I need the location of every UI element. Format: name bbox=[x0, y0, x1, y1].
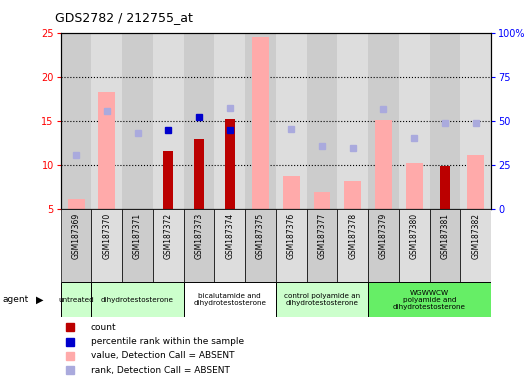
Bar bbox=[184, 33, 214, 209]
Bar bbox=[91, 209, 122, 282]
Bar bbox=[61, 282, 91, 317]
Bar bbox=[337, 209, 368, 282]
Text: control polyamide an
dihydrotestosterone: control polyamide an dihydrotestosterone bbox=[284, 293, 360, 306]
Text: GSM187370: GSM187370 bbox=[102, 213, 111, 259]
Bar bbox=[68, 199, 84, 209]
Bar bbox=[153, 33, 184, 209]
Text: GSM187381: GSM187381 bbox=[440, 213, 449, 259]
Bar bbox=[307, 33, 337, 209]
Bar bbox=[467, 156, 484, 209]
Bar bbox=[245, 33, 276, 209]
Text: dihydrotestosterone: dihydrotestosterone bbox=[101, 296, 174, 303]
Text: GSM187375: GSM187375 bbox=[256, 213, 265, 259]
Bar bbox=[368, 33, 399, 209]
Bar bbox=[98, 92, 115, 209]
Bar bbox=[276, 209, 307, 282]
Text: GSM187372: GSM187372 bbox=[164, 213, 173, 259]
Bar bbox=[276, 33, 307, 209]
Text: GSM187378: GSM187378 bbox=[348, 213, 357, 259]
Bar bbox=[214, 209, 245, 282]
Bar bbox=[399, 33, 430, 209]
Bar bbox=[91, 282, 184, 317]
Bar bbox=[344, 181, 361, 209]
Text: bicalutamide and
dihydrotestosterone: bicalutamide and dihydrotestosterone bbox=[193, 293, 266, 306]
Bar bbox=[314, 192, 331, 209]
Bar bbox=[163, 151, 173, 209]
Text: GSM187380: GSM187380 bbox=[410, 213, 419, 259]
Text: GSM187373: GSM187373 bbox=[194, 213, 203, 259]
Text: GSM187369: GSM187369 bbox=[72, 213, 81, 259]
Bar bbox=[252, 37, 269, 209]
Text: GSM187377: GSM187377 bbox=[317, 213, 326, 259]
Bar bbox=[122, 209, 153, 282]
Text: untreated: untreated bbox=[58, 296, 94, 303]
Text: percentile rank within the sample: percentile rank within the sample bbox=[91, 337, 244, 346]
Text: agent: agent bbox=[3, 295, 29, 304]
Text: GSM187376: GSM187376 bbox=[287, 213, 296, 259]
Text: GSM187374: GSM187374 bbox=[225, 213, 234, 259]
Bar bbox=[194, 139, 204, 209]
Text: value, Detection Call = ABSENT: value, Detection Call = ABSENT bbox=[91, 351, 234, 361]
Bar bbox=[122, 33, 153, 209]
Bar bbox=[460, 209, 491, 282]
Text: GSM187379: GSM187379 bbox=[379, 213, 388, 259]
Bar bbox=[430, 33, 460, 209]
Bar bbox=[184, 209, 214, 282]
Bar bbox=[375, 120, 392, 209]
Bar bbox=[61, 33, 91, 209]
Bar bbox=[337, 33, 368, 209]
Bar bbox=[214, 33, 245, 209]
Bar bbox=[430, 209, 460, 282]
Bar bbox=[460, 33, 491, 209]
Text: WGWWCW
polyamide and
dihydrotestosterone: WGWWCW polyamide and dihydrotestosterone bbox=[393, 290, 466, 310]
Text: GSM187371: GSM187371 bbox=[133, 213, 142, 259]
Text: GSM187382: GSM187382 bbox=[471, 213, 480, 259]
Bar bbox=[283, 176, 300, 209]
Bar bbox=[61, 209, 91, 282]
Bar bbox=[276, 282, 368, 317]
Bar bbox=[368, 282, 491, 317]
Bar bbox=[225, 119, 234, 209]
Bar bbox=[368, 209, 399, 282]
Text: GDS2782 / 212755_at: GDS2782 / 212755_at bbox=[55, 12, 193, 25]
Bar bbox=[406, 163, 422, 209]
Bar bbox=[153, 209, 184, 282]
Bar bbox=[440, 166, 450, 209]
Text: count: count bbox=[91, 323, 116, 332]
Bar bbox=[307, 209, 337, 282]
Bar bbox=[245, 209, 276, 282]
Text: ▶: ▶ bbox=[36, 295, 43, 305]
Bar bbox=[184, 282, 276, 317]
Text: rank, Detection Call = ABSENT: rank, Detection Call = ABSENT bbox=[91, 366, 230, 375]
Bar bbox=[399, 209, 430, 282]
Bar bbox=[91, 33, 122, 209]
